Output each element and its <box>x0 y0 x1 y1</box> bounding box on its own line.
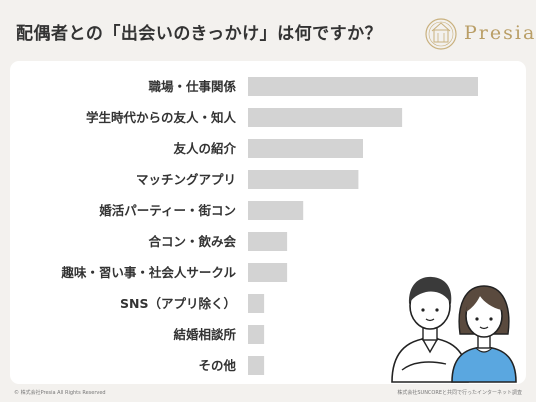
logo-emblem-icon <box>425 18 457 50</box>
footer-copyright: © 株式会社Presia All Rights Reserved <box>14 390 106 396</box>
couple-illustration <box>382 260 522 388</box>
category-label: 友人の紹介 <box>172 141 236 156</box>
chart-card: 職場・仕事関係学生時代からの友人・知人友人の紹介マッチングアプリ婚活パーティー・… <box>10 61 526 384</box>
bar <box>248 139 363 158</box>
category-label: SNS（アプリ除く） <box>120 296 236 311</box>
category-label: 結婚相談所 <box>173 327 236 342</box>
bar <box>248 170 359 189</box>
bar <box>248 356 265 375</box>
category-label: 婚活パーティー・街コン <box>98 203 236 218</box>
category-label: 学生時代からの友人・知人 <box>86 110 237 125</box>
page-title: 配偶者との「出会いのきっかけ」は何ですか？ <box>16 24 383 44</box>
category-label: その他 <box>198 358 236 373</box>
bar <box>248 325 265 344</box>
logo-text: Presia <box>464 22 536 44</box>
bar <box>248 201 304 220</box>
footer-source: 株式会社SUNCOREと共同で行ったインターネット調査 <box>397 390 522 396</box>
couple-illustration-icon <box>391 276 517 383</box>
bar <box>248 77 478 96</box>
category-label: 合コン・飲み会 <box>148 234 236 249</box>
category-label: 職場・仕事関係 <box>148 79 236 94</box>
category-label: 趣味・習い事・社会人サークル <box>60 265 236 280</box>
bar <box>248 263 288 282</box>
bar-chart: 職場・仕事関係学生時代からの友人・知人友人の紹介マッチングアプリ婚活パーティー・… <box>60 77 478 375</box>
bar <box>248 108 403 127</box>
bar <box>248 232 288 251</box>
category-label: マッチングアプリ <box>136 172 236 187</box>
bar <box>248 294 265 313</box>
presia-logo: Presia <box>424 16 534 54</box>
